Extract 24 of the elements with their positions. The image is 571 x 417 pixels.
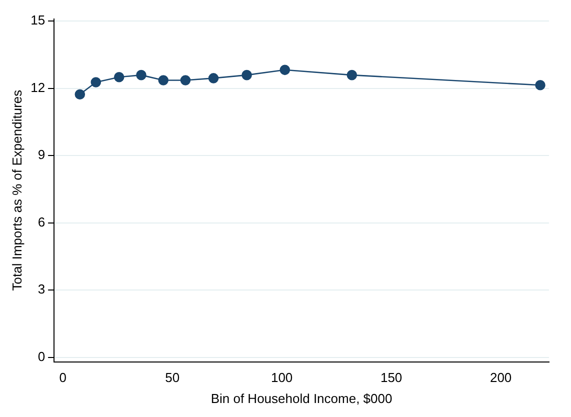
x-tick-label: 0 bbox=[59, 370, 66, 386]
x-tick-label: 200 bbox=[490, 370, 512, 386]
point bbox=[208, 73, 219, 84]
point bbox=[158, 75, 168, 86]
y-tick-label: 3 bbox=[38, 282, 46, 297]
point bbox=[346, 70, 358, 80]
x-tick-label: 50 bbox=[165, 370, 180, 386]
y-tick-label: 12 bbox=[30, 80, 46, 95]
y-tick-label: 0 bbox=[38, 348, 46, 364]
point bbox=[74, 89, 86, 100]
point bbox=[280, 64, 290, 76]
point bbox=[535, 80, 546, 90]
y-axis-title: Total Imports as % of Expenditures bbox=[9, 89, 24, 291]
y-tick-label: 6 bbox=[38, 214, 46, 230]
y-tick-label: 9 bbox=[38, 147, 46, 162]
y-tick-label: 15 bbox=[30, 12, 46, 28]
x-tick-label: 100 bbox=[270, 370, 293, 386]
point bbox=[114, 72, 124, 82]
point bbox=[90, 77, 102, 88]
point bbox=[242, 70, 252, 80]
x-axis-title: Bin of Household Income, $000 bbox=[210, 390, 392, 406]
point bbox=[136, 70, 146, 80]
x-tick-label: 150 bbox=[380, 370, 402, 386]
point bbox=[180, 75, 191, 86]
